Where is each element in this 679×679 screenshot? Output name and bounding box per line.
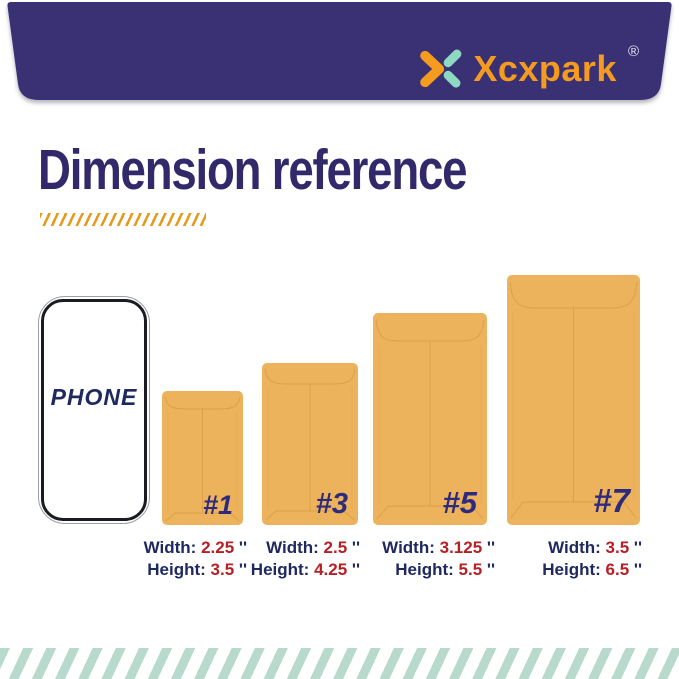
inch-unit: '' — [238, 560, 247, 579]
inch-unit: '' — [633, 560, 642, 579]
width-label: Width: — [143, 538, 197, 557]
envelope-1-fold-lines — [164, 396, 241, 522]
inch-unit: '' — [633, 538, 642, 557]
envelope-3: #3 — [262, 363, 358, 525]
height-spec: Height: 4.25 '' — [251, 559, 360, 581]
phone-screen: PHONE — [41, 299, 147, 521]
envelope-1: #1 — [162, 391, 243, 525]
width-value: 2.5 — [323, 538, 348, 557]
height-value: 5.5 — [458, 560, 483, 579]
height-spec: Height: 3.5 '' — [144, 559, 247, 581]
width-label: Width: — [548, 538, 601, 557]
width-spec: Width: 3.125 '' — [382, 537, 495, 559]
width-label: Width: — [266, 538, 319, 557]
inch-unit: '' — [486, 560, 495, 579]
width-value: 3.125 — [439, 538, 483, 557]
brand-name: Xcxpark — [473, 48, 617, 89]
height-label: Height: — [250, 560, 310, 579]
phone-illustration: PHONE — [38, 296, 150, 524]
envelope-1-dimensions: Width: 2.25 '' Height: 3.5 '' — [144, 537, 247, 581]
page-title: Dimension reference — [38, 138, 468, 202]
bottom-hatch-stripe — [0, 648, 679, 679]
envelope-5-dimensions: Width: 3.125 '' Height: 5.5 '' — [382, 537, 495, 581]
height-label: Height: — [542, 560, 601, 579]
envelope-3-fold-lines — [264, 368, 356, 521]
height-value: 3.5 — [210, 560, 235, 579]
header-banner — [7, 2, 672, 100]
envelope-size-label: #7 — [593, 482, 630, 519]
brand-x-chevron-icon — [420, 49, 462, 88]
envelope-size-label: #5 — [442, 485, 477, 520]
envelope-5-fold-lines — [375, 319, 485, 520]
envelope-7-dimensions: Width: 3.5 '' Height: 6.5 '' — [542, 537, 642, 581]
height-spec: Height: 6.5 '' — [542, 559, 642, 581]
header-banner-shape — [7, 2, 672, 100]
width-value: 3.5 — [605, 538, 630, 557]
width-spec: Width: 2.5 '' — [251, 537, 360, 559]
width-spec: Width: 2.25 '' — [144, 537, 247, 559]
envelope-size-label: #3 — [315, 488, 348, 520]
inch-unit: '' — [238, 538, 247, 557]
brand-logo: Xcxpark ® — [418, 43, 639, 91]
phone-label: PHONE — [50, 384, 138, 411]
height-value: 6.5 — [605, 560, 630, 579]
title-hatch-underline — [40, 213, 206, 226]
height-label: Height: — [147, 560, 206, 579]
inch-unit: '' — [351, 538, 360, 557]
envelope-7: #7 — [507, 275, 640, 525]
envelope-3-dimensions: Width: 2.5 '' Height: 4.25 '' — [251, 537, 360, 581]
height-spec: Height: 5.5 '' — [382, 559, 495, 581]
width-value: 2.25 — [201, 538, 235, 557]
envelope-size-label: #1 — [202, 490, 233, 520]
width-label: Width: — [382, 538, 435, 557]
height-value: 4.25 — [314, 560, 348, 579]
inch-unit: '' — [351, 560, 360, 579]
envelope-7-fold-lines — [509, 281, 638, 519]
height-label: Height: — [395, 560, 454, 579]
inch-unit: '' — [486, 538, 495, 557]
width-spec: Width: 3.5 '' — [542, 537, 642, 559]
registered-trademark-symbol: ® — [627, 43, 639, 60]
envelope-5: #5 — [373, 313, 487, 525]
